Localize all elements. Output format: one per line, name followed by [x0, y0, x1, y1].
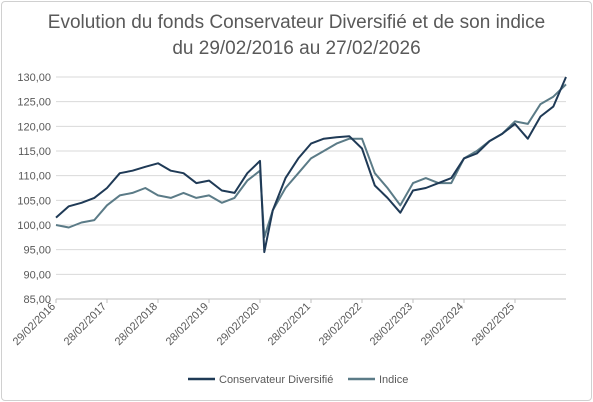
- x-tick-label: 28/02/2017: [62, 301, 109, 348]
- y-tick-label: 105,00: [17, 195, 51, 207]
- series-line-indice: [55, 83, 567, 239]
- y-tick-label: 110,00: [18, 171, 51, 183]
- legend-label-conservateur-diversifie: Conservateur Diversifié: [219, 374, 333, 386]
- x-tick-label: 29/02/2016: [11, 301, 58, 348]
- y-tick-label: 125,00: [17, 97, 51, 109]
- x-tick-label: 28/02/2025: [470, 301, 517, 348]
- chart-title: Evolution du fonds Conservateur Diversif…: [47, 12, 546, 33]
- x-tick-label: 28/02/2018: [113, 301, 160, 348]
- y-tick-label: 120,00: [17, 121, 51, 133]
- x-tick-label: 28/02/2023: [368, 301, 415, 348]
- series-line-conservateur-diversifie: [55, 76, 567, 254]
- legend-label-indice: Indice: [379, 374, 408, 386]
- y-tick-label: 85,00: [23, 294, 51, 306]
- x-tick-label: 28/02/2022: [317, 301, 364, 348]
- chart-subtitle: du 29/02/2016 au 27/02/2026: [172, 38, 421, 59]
- x-tick-label: 29/02/2024: [419, 301, 466, 348]
- y-tick-label: 100,00: [17, 220, 51, 232]
- x-tick-label: 29/02/2020: [215, 301, 262, 348]
- y-tick-label: 95,00: [23, 245, 51, 257]
- x-tick-label: 28/02/2019: [164, 301, 211, 348]
- y-tick-label: 115,00: [18, 146, 51, 158]
- x-tick-label: 28/02/2021: [266, 301, 313, 348]
- y-tick-label: 90,00: [23, 269, 51, 281]
- y-tick-label: 130,00: [17, 72, 51, 84]
